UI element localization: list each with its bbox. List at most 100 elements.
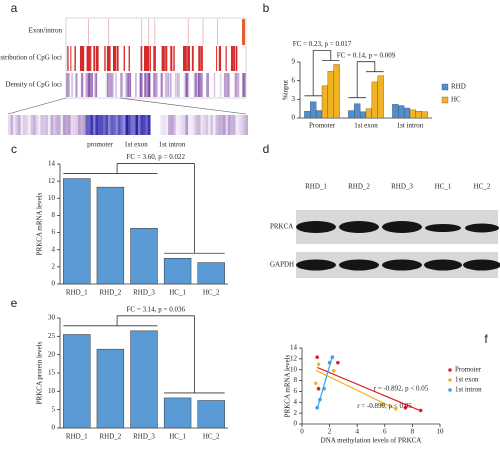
zoom-stripe (130, 115, 133, 135)
zoom-stripe (195, 115, 198, 135)
cpg-stripe (216, 46, 218, 71)
zoom-stripe (228, 115, 231, 135)
cpg-stripe (199, 46, 201, 71)
annotation: FC = 3.14, p = 0.036 (127, 305, 186, 313)
density-stripe (164, 73, 168, 97)
density-stripe (125, 73, 128, 97)
density-stripe (206, 73, 210, 97)
zoom-stripe (160, 115, 163, 135)
cpg-stripe (96, 46, 99, 71)
density-stripe (194, 73, 198, 97)
cpg-stripe (86, 46, 88, 71)
legend-label: Promoter (455, 366, 482, 374)
region-label: 1st intron (159, 141, 186, 149)
x-tick-label: 1st exon (354, 122, 378, 130)
density-stripe (67, 73, 71, 97)
density-stripe (243, 73, 246, 97)
density-stripe (193, 73, 196, 97)
track-label: Density of CpG loci (5, 81, 62, 89)
cpg-stripe (108, 46, 111, 71)
point (315, 355, 319, 360)
y-tick-label: 4 (52, 245, 56, 253)
zoom-stripe (148, 115, 151, 135)
bar (63, 334, 91, 429)
cpg-stripe (225, 46, 227, 71)
y-tick-label: 0 (294, 420, 298, 428)
x-tick-label: 4 (355, 428, 359, 436)
y-axis-label: PRKCA mRNA levels (36, 192, 44, 255)
annotation: r = -0.899, p < 0.05 (357, 402, 412, 410)
zoom-stripe (75, 115, 78, 135)
x-tick-label: 1st intron (397, 122, 424, 130)
bar (96, 186, 125, 285)
zoom-stripe (38, 115, 41, 135)
cpg-stripe (147, 46, 150, 71)
zoom-line (119, 97, 247, 115)
density-stripe (153, 73, 156, 97)
point (418, 408, 423, 413)
zoom-stripe (20, 115, 23, 135)
density-stripe (206, 73, 209, 97)
density-stripe (81, 73, 83, 97)
zoom-stripe (78, 115, 81, 135)
density-stripe (170, 73, 172, 97)
cpg-stripe (165, 46, 168, 71)
y-tick-label: 10 (48, 194, 56, 202)
zoom-stripe (103, 115, 106, 135)
legend-marker (448, 388, 452, 392)
density-stripe (111, 73, 114, 97)
zoom-stripe (230, 115, 233, 135)
y-tick-label: 12 (48, 177, 56, 185)
zoom-stripe (225, 115, 228, 135)
density-stripe (135, 73, 137, 97)
bar (304, 111, 311, 119)
panel-label: d (263, 142, 270, 156)
cpg-stripe (144, 46, 147, 71)
density-stripe (88, 73, 90, 97)
density-stripe (139, 73, 142, 97)
y-tick-label: 5 (52, 405, 56, 413)
y-tick-label: 10 (48, 387, 56, 395)
density-stripe (81, 73, 84, 97)
x-tick-label: HC_1 (169, 289, 186, 297)
zoom-stripe (180, 115, 183, 135)
zoom-stripe (60, 115, 63, 135)
density-stripe (159, 73, 162, 97)
density-stripe (140, 73, 144, 97)
density-stripe (160, 73, 163, 97)
density-stripe (237, 73, 240, 97)
y-tick-label: 14 (48, 160, 56, 168)
y-tick-label: 25 (48, 332, 56, 340)
point (380, 403, 384, 407)
zoom-stripe (168, 115, 171, 135)
track-label: Distribution of CpG loci (0, 54, 62, 62)
panel-label: f (484, 332, 488, 346)
zoom-stripe (205, 115, 208, 135)
protein-label: PRKCA (270, 223, 293, 231)
y-tick-label: 3 (292, 95, 296, 103)
cpg-stripe (81, 46, 85, 71)
bar (392, 104, 399, 119)
zoom-stripe (208, 115, 211, 135)
x-tick-label: RHD_1 (66, 289, 88, 297)
bracket (63, 315, 225, 394)
cpg-stripe (88, 46, 91, 71)
cpg-stripe (161, 46, 164, 71)
zoom-stripe (198, 115, 201, 135)
zoom-stripe (113, 115, 116, 135)
legend-swatch (441, 83, 449, 91)
panel-label: e (11, 296, 18, 310)
cpg-stripe (113, 46, 116, 71)
zoom-stripe (58, 115, 61, 135)
cpg-stripe (93, 46, 96, 71)
density-stripe (154, 73, 158, 97)
zoom-stripe (95, 115, 98, 135)
zoom-stripe (40, 115, 43, 135)
x-axis-label: DNA methylation levels of PRKCA (321, 437, 422, 445)
cpg-stripe (74, 46, 76, 71)
density-stripe (144, 73, 146, 97)
exon-stripe (88, 19, 90, 45)
density-stripe (127, 73, 131, 97)
zoom-stripe (100, 115, 103, 135)
density-stripe (110, 73, 113, 97)
